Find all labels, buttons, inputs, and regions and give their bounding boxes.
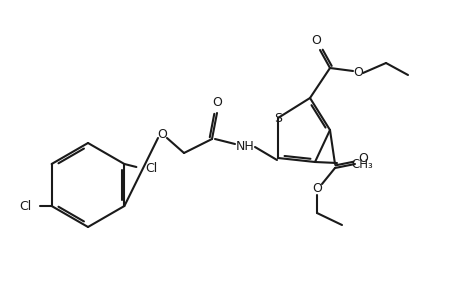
Text: O: O	[353, 67, 363, 80]
Text: Cl: Cl	[19, 200, 32, 212]
Text: O: O	[157, 128, 167, 142]
Text: S: S	[274, 112, 282, 124]
Text: NH: NH	[236, 140, 254, 154]
Text: CH₃: CH₃	[351, 158, 373, 170]
Text: O: O	[358, 152, 368, 164]
Text: Cl: Cl	[145, 162, 157, 176]
Text: O: O	[311, 33, 321, 47]
Text: O: O	[312, 182, 322, 194]
Text: O: O	[212, 96, 222, 110]
